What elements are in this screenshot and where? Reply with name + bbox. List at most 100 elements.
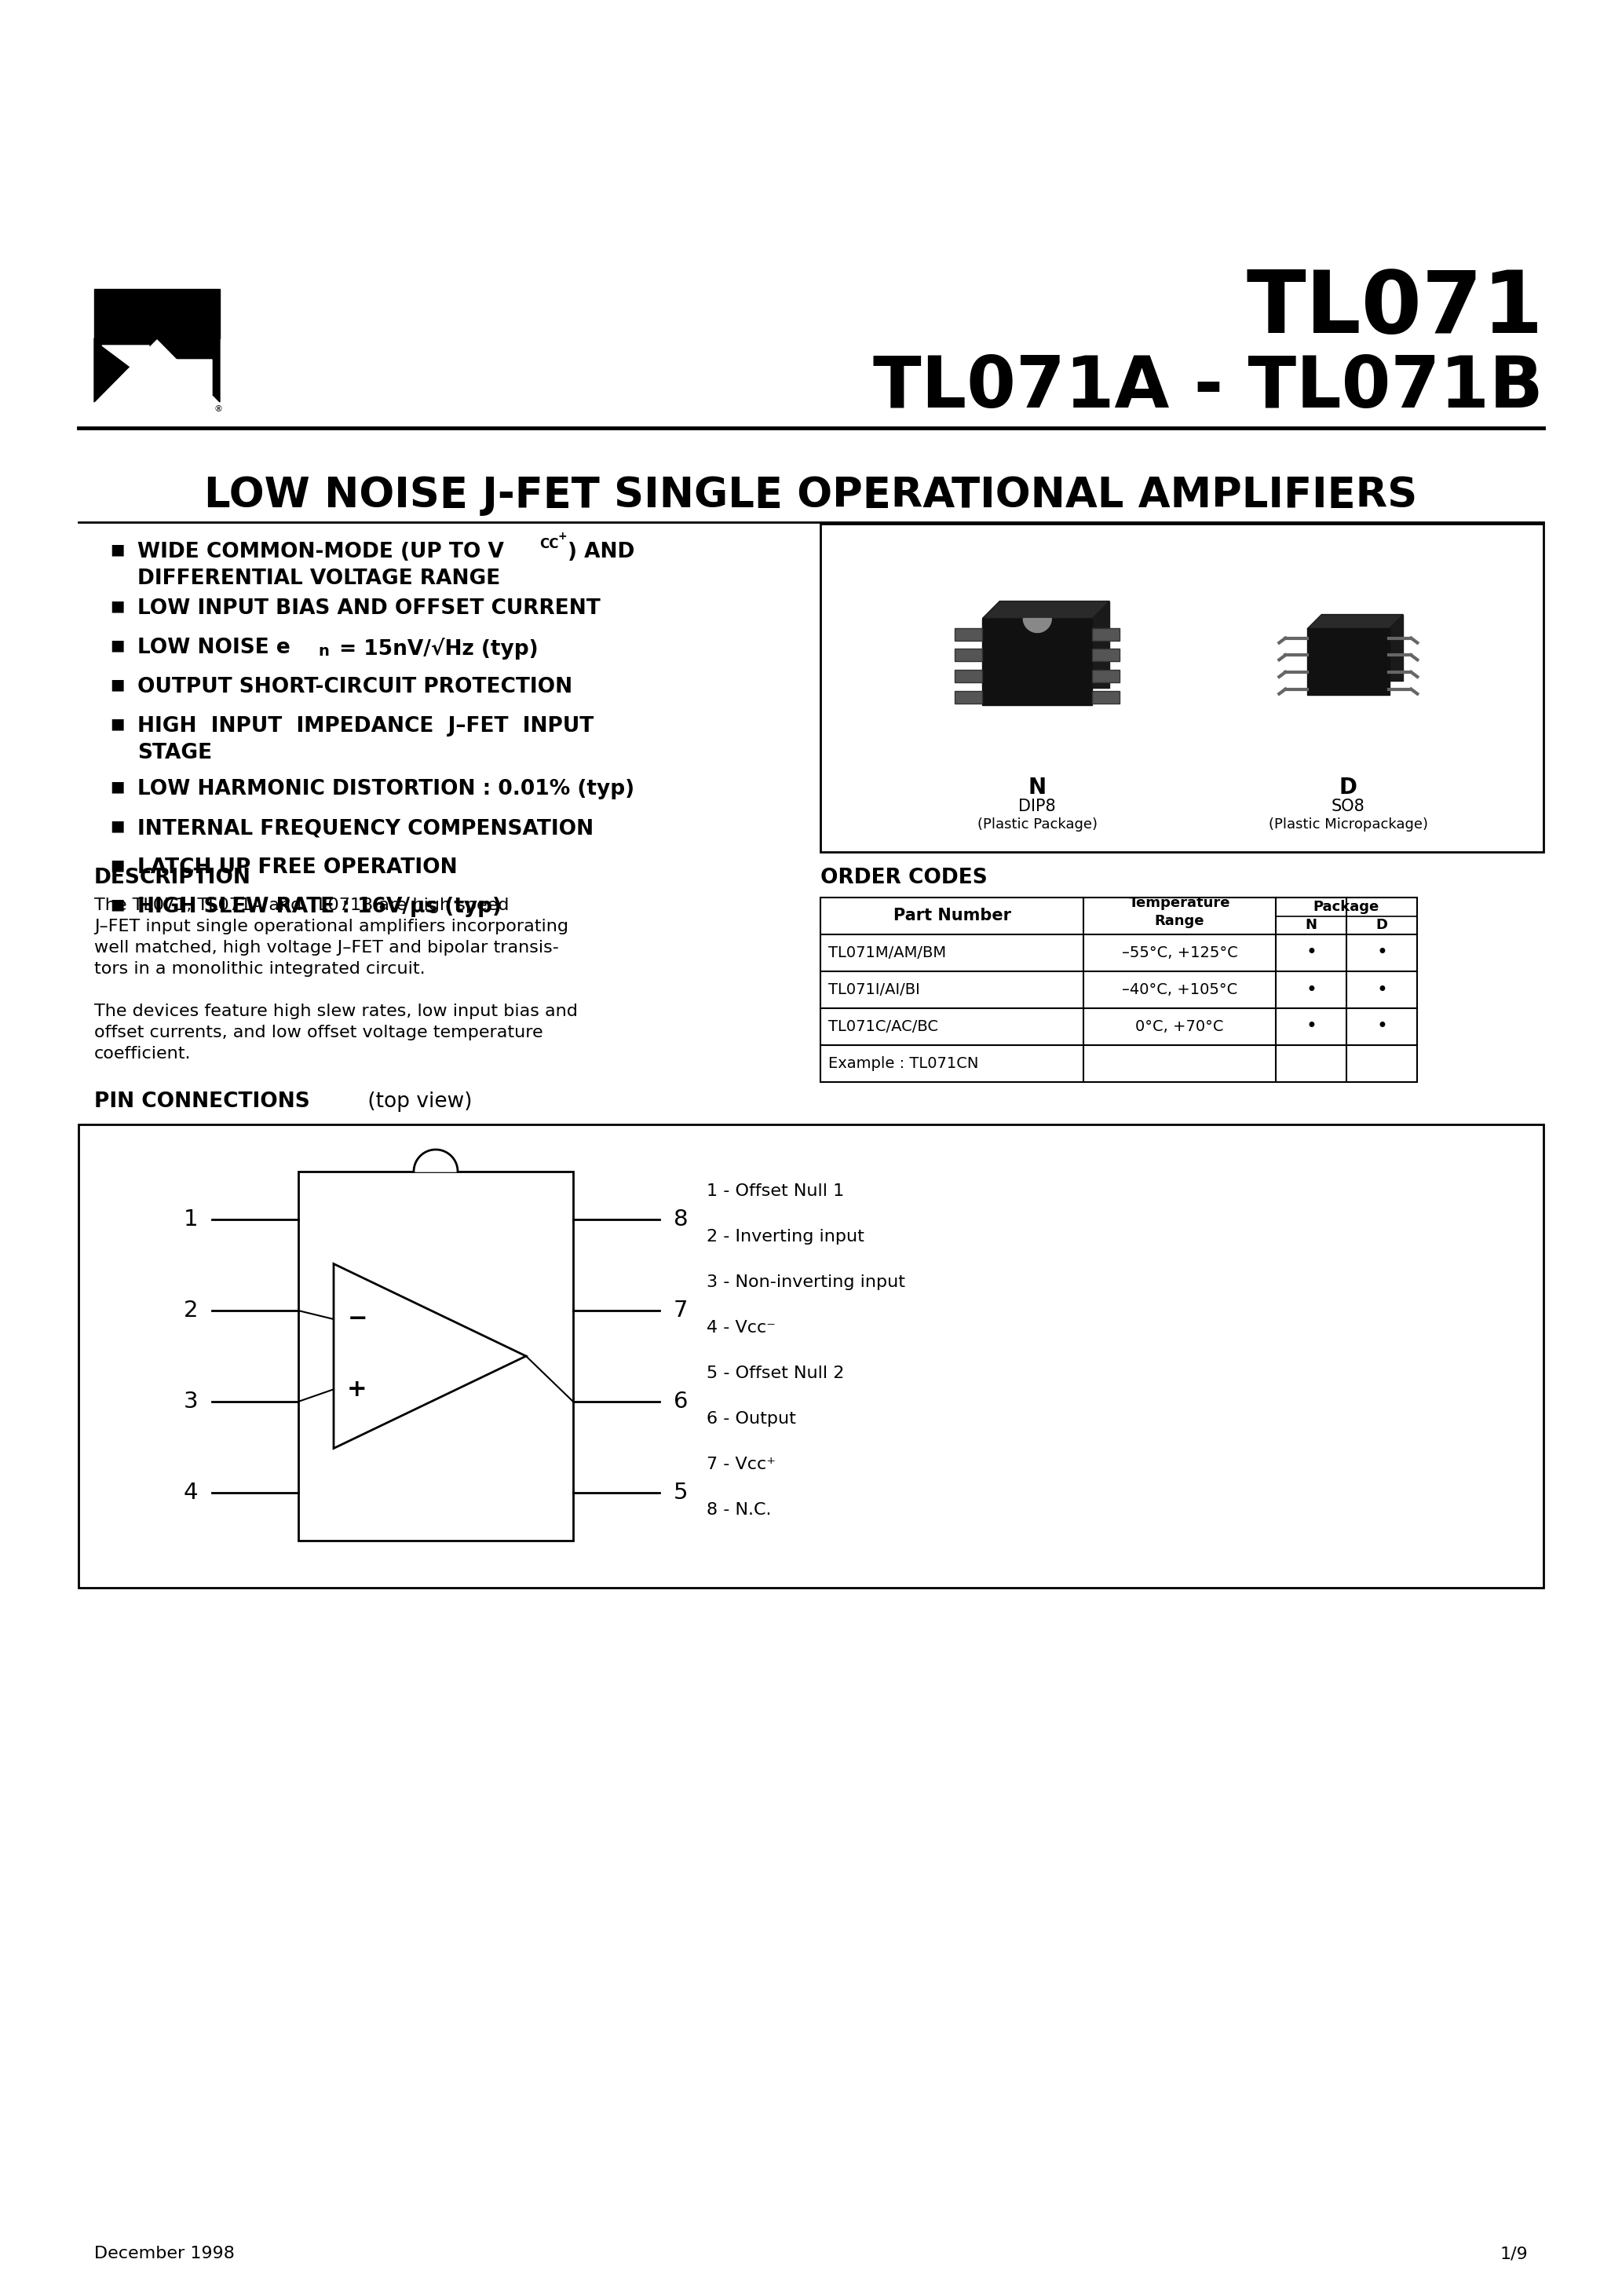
Text: Example : TL071CN: Example : TL071CN (829, 1056, 978, 1070)
Polygon shape (1023, 618, 1051, 631)
Text: LOW NOISE e: LOW NOISE e (138, 638, 290, 659)
Text: tors in a monolithic integrated circuit.: tors in a monolithic integrated circuit. (94, 962, 425, 976)
Text: 2: 2 (183, 1300, 198, 1322)
Text: HIGH  INPUT  IMPEDANCE  J–FET  INPUT: HIGH INPUT IMPEDANCE J–FET INPUT (138, 716, 594, 737)
Text: N: N (1028, 776, 1046, 799)
Text: DIFFERENTIAL VOLTAGE RANGE: DIFFERENTIAL VOLTAGE RANGE (138, 569, 500, 588)
Text: ■: ■ (110, 856, 125, 872)
Text: •: • (1377, 980, 1387, 999)
Polygon shape (1307, 615, 1403, 629)
Text: CC: CC (540, 537, 558, 551)
Text: TL071A - TL071B: TL071A - TL071B (873, 354, 1544, 422)
Text: OUTPUT SHORT-CIRCUIT PROTECTION: OUTPUT SHORT-CIRCUIT PROTECTION (138, 677, 573, 698)
Text: coefficient.: coefficient. (94, 1047, 191, 1061)
Text: 7 - Vcc⁺: 7 - Vcc⁺ (707, 1456, 775, 1472)
Text: •: • (1306, 944, 1317, 962)
Text: ■: ■ (110, 817, 125, 833)
Text: 1/9: 1/9 (1500, 2245, 1528, 2262)
Text: The devices feature high slew rates, low input bias and: The devices feature high slew rates, low… (94, 1003, 577, 1019)
Polygon shape (999, 602, 1109, 687)
Bar (78, 1125, 1544, 1589)
Text: 2 - Inverting input: 2 - Inverting input (707, 1228, 865, 1244)
Bar (821, 523, 1544, 852)
Bar (983, 618, 1092, 705)
Text: 0°C, +70°C: 0°C, +70°C (1135, 1019, 1223, 1033)
Text: SO8: SO8 (1332, 799, 1366, 815)
Text: D: D (1375, 918, 1388, 932)
Text: ■: ■ (110, 716, 125, 730)
Text: ■: ■ (110, 898, 125, 912)
Text: Temperature
Range: Temperature Range (1129, 895, 1231, 928)
Text: ■: ■ (110, 542, 125, 556)
Text: DESCRIPTION: DESCRIPTION (94, 868, 251, 889)
Text: 4 - Vcc⁻: 4 - Vcc⁻ (707, 1320, 775, 1336)
Bar (955, 670, 983, 682)
Text: 8: 8 (673, 1208, 688, 1231)
Text: LOW NOISE J-FET SINGLE OPERATIONAL AMPLIFIERS: LOW NOISE J-FET SINGLE OPERATIONAL AMPLI… (204, 475, 1418, 517)
Bar (1092, 691, 1119, 703)
Text: ■: ■ (110, 638, 125, 652)
Bar (955, 691, 983, 703)
Polygon shape (1322, 615, 1403, 680)
Text: PIN CONNECTIONS: PIN CONNECTIONS (94, 1091, 310, 1111)
Text: TL071M/AM/BM: TL071M/AM/BM (829, 946, 946, 960)
Text: ) AND: ) AND (568, 542, 634, 563)
Text: 7: 7 (673, 1300, 688, 1322)
Text: WIDE COMMON-MODE (UP TO V: WIDE COMMON-MODE (UP TO V (138, 542, 504, 563)
Bar (821, 898, 1418, 1081)
Bar (955, 627, 983, 641)
Text: Part Number: Part Number (894, 909, 1011, 923)
Text: (Plastic Package): (Plastic Package) (978, 817, 1098, 831)
Text: n: n (318, 643, 329, 659)
Text: = 15nV/√Hz (typ): = 15nV/√Hz (typ) (333, 638, 539, 659)
Text: •: • (1377, 1017, 1387, 1035)
Text: +: + (347, 1378, 367, 1401)
Text: ■: ■ (110, 599, 125, 613)
Text: 6 - Output: 6 - Output (707, 1412, 796, 1426)
Text: 5: 5 (673, 1481, 688, 1504)
Bar (1092, 627, 1119, 641)
Text: •: • (1306, 980, 1317, 999)
Text: –55°C, +125°C: –55°C, +125°C (1121, 946, 1238, 960)
Text: D: D (1340, 776, 1358, 799)
Text: 3: 3 (183, 1391, 198, 1412)
Text: Package: Package (1314, 900, 1379, 914)
Bar (94, 289, 221, 338)
Text: DIP8: DIP8 (1019, 799, 1056, 815)
Text: INTERNAL FREQUENCY COMPENSATION: INTERNAL FREQUENCY COMPENSATION (138, 817, 594, 838)
Text: ORDER CODES: ORDER CODES (821, 868, 988, 889)
Text: 3 - Non-inverting input: 3 - Non-inverting input (707, 1274, 905, 1290)
Text: TL071C/AC/BC: TL071C/AC/BC (829, 1019, 938, 1033)
Text: (Plastic Micropackage): (Plastic Micropackage) (1268, 817, 1427, 831)
Text: J–FET input single operational amplifiers incorporating: J–FET input single operational amplifier… (94, 918, 568, 934)
Polygon shape (94, 338, 157, 402)
Text: 4: 4 (183, 1481, 198, 1504)
Text: 1: 1 (183, 1208, 198, 1231)
Bar (1092, 650, 1119, 661)
Text: N: N (1306, 918, 1317, 932)
Text: •: • (1377, 944, 1387, 962)
Text: 8 - N.C.: 8 - N.C. (707, 1502, 772, 1518)
Text: LOW INPUT BIAS AND OFFSET CURRENT: LOW INPUT BIAS AND OFFSET CURRENT (138, 599, 600, 618)
Text: HIGH SLEW RATE : 16V/μs (typ): HIGH SLEW RATE : 16V/μs (typ) (138, 898, 501, 916)
Text: 5 - Offset Null 2: 5 - Offset Null 2 (707, 1366, 845, 1382)
Text: –40°C, +105°C: –40°C, +105°C (1122, 983, 1238, 996)
Text: LATCH UP FREE OPERATION: LATCH UP FREE OPERATION (138, 856, 457, 877)
Text: The TL071, TL071A and TL071B are high speed: The TL071, TL071A and TL071B are high sp… (94, 898, 509, 914)
Text: TL071: TL071 (1246, 266, 1544, 351)
Text: •: • (1306, 1017, 1317, 1035)
Text: (top view): (top view) (362, 1091, 472, 1111)
Text: LOW HARMONIC DISTORTION : 0.01% (typ): LOW HARMONIC DISTORTION : 0.01% (typ) (138, 778, 634, 799)
Bar (1092, 670, 1119, 682)
Text: −: − (347, 1309, 367, 1332)
Text: December 1998: December 1998 (94, 2245, 235, 2262)
Bar (298, 1171, 573, 1541)
Text: offset currents, and low offset voltage temperature: offset currents, and low offset voltage … (94, 1024, 543, 1040)
Text: ■: ■ (110, 677, 125, 691)
Polygon shape (414, 1150, 457, 1171)
Text: STAGE: STAGE (138, 744, 212, 762)
Polygon shape (102, 344, 149, 381)
Text: ®: ® (214, 406, 222, 413)
Text: ■: ■ (110, 778, 125, 794)
Text: +: + (558, 530, 566, 542)
